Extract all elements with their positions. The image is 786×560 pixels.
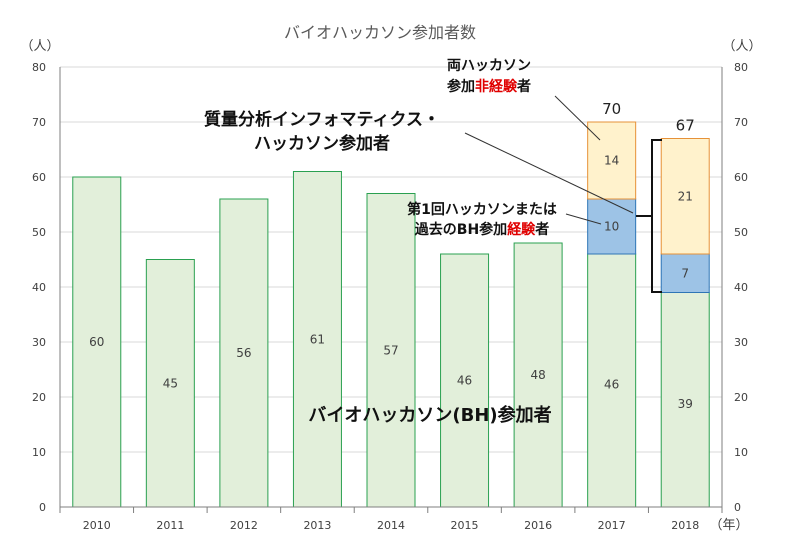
total-label-2017: 70 xyxy=(602,100,621,118)
bar-bh-2010 xyxy=(72,176,122,508)
annotation-new-line2: 参加非経験者 xyxy=(447,78,531,95)
x-tick-label: 2011 xyxy=(156,519,184,532)
y-tick-label-right: 50 xyxy=(734,226,748,239)
bar-bh-2016 xyxy=(513,242,563,508)
annotation-exp-part-b: 経験 xyxy=(507,221,536,238)
y-tick-label-right: 10 xyxy=(734,446,748,459)
y-tick-label-left: 50 xyxy=(32,226,46,239)
bar-bh-2017 xyxy=(587,253,637,508)
y-tick-label-left: 40 xyxy=(32,281,46,294)
data-label-bh-2011: 45 xyxy=(163,376,178,390)
bars xyxy=(72,121,710,508)
data-label-bh-2016: 48 xyxy=(530,368,545,382)
x-tick-label: 2017 xyxy=(598,519,626,532)
y-tick-label-right: 0 xyxy=(734,501,741,514)
y-tick-label-right: 70 xyxy=(734,116,748,129)
annotation-ms-line2: ハッカソン参加者 xyxy=(254,133,390,154)
total-label-2018: 67 xyxy=(676,117,695,135)
x-tick-label: 2014 xyxy=(377,519,405,532)
annotation-exp-line2: 過去のBH参加経験者 xyxy=(414,221,549,238)
data-label-bh-2010: 60 xyxy=(89,335,104,349)
y-axis-unit-left: （人） xyxy=(20,39,59,54)
data-label-bh-2012: 56 xyxy=(236,346,251,360)
bar-bh-2013 xyxy=(292,171,342,508)
annotation-main-label: バイオハッカソン(BH)参加者 xyxy=(308,404,551,426)
chart-title: バイオハッカソン参加者数 xyxy=(284,23,476,42)
x-tick-label: 2016 xyxy=(524,519,552,532)
y-tick-label-right: 80 xyxy=(734,61,748,74)
x-axis-unit: （年） xyxy=(709,518,748,533)
bar-new-2018 xyxy=(660,138,710,255)
annotation-exp-part-a: 過去のBH参加 xyxy=(414,221,507,238)
bar-bh-2012 xyxy=(219,198,269,508)
data-label-new-2017: 14 xyxy=(604,154,619,168)
bar-bh-2018 xyxy=(660,292,710,508)
y-tick-label-left: 60 xyxy=(32,171,46,184)
axes xyxy=(59,67,723,508)
leader-line-exp xyxy=(565,213,602,225)
annotation-new-line1: 両ハッカソン xyxy=(447,58,531,74)
leader-line-new xyxy=(554,95,601,141)
y-axis-unit-right: （人） xyxy=(722,39,761,54)
y-tick-label-left: 0 xyxy=(39,501,46,514)
y-tick-label-left: 70 xyxy=(32,116,46,129)
annotation-new-part-c: 者 xyxy=(517,79,531,95)
x-tick-label: 2013 xyxy=(303,519,331,532)
annotations: 両ハッカソン 参加非経験者 質量分析インフォマティクス・ ハッカソン参加者 第1… xyxy=(204,58,662,426)
x-tick-label: 2018 xyxy=(671,519,699,532)
annotation-ms-line1: 質量分析インフォマティクス・ xyxy=(204,109,440,130)
data-label-exp-2018: 7 xyxy=(681,266,689,280)
y-tick-label-right: 30 xyxy=(734,336,748,349)
bar-exp-2018 xyxy=(660,253,710,293)
y-tick-label-left: 30 xyxy=(32,336,46,349)
y-tick-label-right: 20 xyxy=(734,391,748,404)
data-label-new-2018: 21 xyxy=(678,189,693,203)
bracket xyxy=(636,139,662,293)
y-tick-label-right: 60 xyxy=(734,171,748,184)
x-tick-label: 2010 xyxy=(83,519,111,532)
bar-bh-2014 xyxy=(366,193,416,508)
bar-exp-2017 xyxy=(587,198,637,255)
y-tick-label-right: 40 xyxy=(734,281,748,294)
y-tick-label-left: 20 xyxy=(32,391,46,404)
bar-bh-2011 xyxy=(145,259,195,508)
data-label-bh-2018: 39 xyxy=(678,397,693,411)
bar-bh-2015 xyxy=(440,253,490,508)
x-tick-label: 2015 xyxy=(451,519,479,532)
data-label-bh-2015: 46 xyxy=(457,374,472,388)
tick-labels: 0 0 10 10 20 20 30 30 40 40 50 50 60 60 70 70 80 80 2010 20… xyxy=(32,61,748,532)
annotation-exp-line1: 第1回ハッカソンまたは xyxy=(407,201,557,218)
annotation-new-part-a: 参加 xyxy=(447,78,475,95)
bar-new-2017 xyxy=(587,121,637,200)
data-label-bh-2014: 57 xyxy=(383,343,398,357)
annotation-new-part-b: 非経験 xyxy=(475,78,518,95)
data-label-exp-2017: 10 xyxy=(604,220,619,234)
data-label-bh-2013: 61 xyxy=(310,332,325,346)
leader-line-ms xyxy=(464,132,634,214)
y-tick-label-left: 80 xyxy=(32,61,46,74)
data-labels: 60 45 56 61 57 46 48 46 10 14 70 39 7 21 67 xyxy=(89,100,695,411)
annotation-exp-part-c: 者 xyxy=(535,222,549,238)
x-tick-label: 2012 xyxy=(230,519,258,532)
y-tick-label-left: 10 xyxy=(32,446,46,459)
data-label-bh-2017: 46 xyxy=(604,378,619,392)
